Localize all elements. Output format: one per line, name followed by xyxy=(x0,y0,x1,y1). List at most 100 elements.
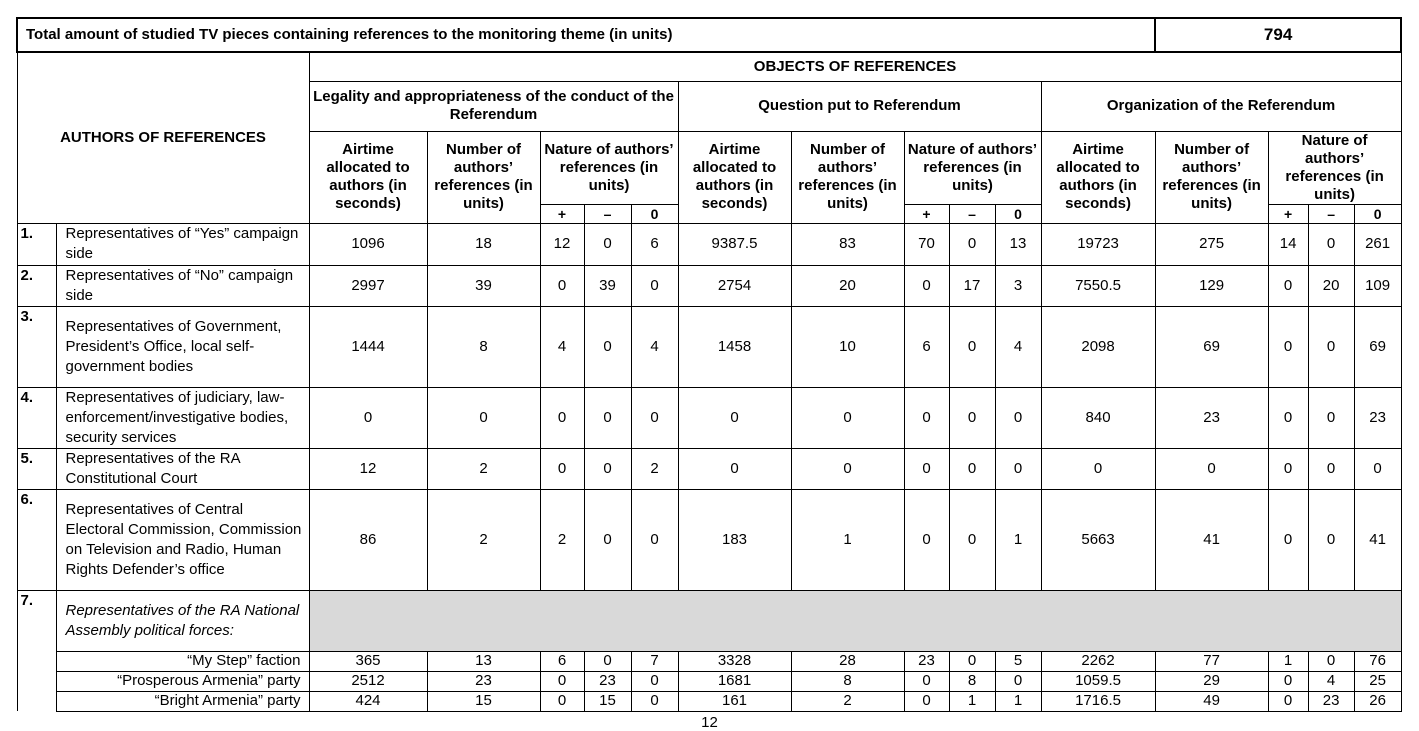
cell-value: 41 xyxy=(1154,488,1269,591)
cell-value: 0 xyxy=(790,447,905,490)
cell-value: 0 xyxy=(1154,447,1269,490)
column-header: Airtime allocated to authors (in seconds… xyxy=(308,130,428,224)
cell-value: 0 xyxy=(1267,488,1309,591)
sub-row: “Prosperous Armenia” party 2512 23 0 23 0 1681… xyxy=(17,670,1402,692)
cell-value: 1 xyxy=(994,690,1042,712)
group-header: Question put to Referendum xyxy=(677,80,1042,132)
cell-value: 26 xyxy=(1353,690,1402,712)
cell-value: 0 xyxy=(539,386,585,449)
author: Representatives of the RA National Assem… xyxy=(55,589,310,652)
cell-value: 0 xyxy=(630,670,679,692)
cell-value: 840 xyxy=(1040,386,1156,449)
group-row: Legality and appropriateness of the cond… xyxy=(17,80,1402,132)
cell-value: 23 xyxy=(1307,690,1355,712)
cell-value: 86 xyxy=(308,488,428,591)
cell-value: 0 xyxy=(1307,386,1355,449)
cell-value: 8 xyxy=(426,305,541,388)
column-header: Airtime allocated to authors (in seconds… xyxy=(677,130,792,224)
cell-value: 5663 xyxy=(1040,488,1156,591)
row-number: 5. xyxy=(16,447,57,490)
cell-value: 275 xyxy=(1154,222,1269,266)
report-table: Total amount of studied TV pieces contai… xyxy=(15,17,1403,712)
cell-value: 0 xyxy=(630,690,679,712)
cell-value: 0 xyxy=(1307,305,1355,388)
cell-value: 0 xyxy=(539,690,585,712)
cell-value: 23 xyxy=(1154,386,1269,449)
objects-header: OBJECTS OF REFERENCES xyxy=(308,51,1402,82)
cell-value: 0 xyxy=(630,264,679,307)
cell-value: 2 xyxy=(426,447,541,490)
cell-value: 0 xyxy=(1353,447,1402,490)
sign-header: + xyxy=(1267,203,1309,224)
cell-value: 49 xyxy=(1154,690,1269,712)
cell-value: 10 xyxy=(790,305,905,388)
row-number: 3. xyxy=(16,305,57,388)
cell-value: 0 xyxy=(539,670,585,692)
cell-value: 2512 xyxy=(308,670,428,692)
cell-value: 0 xyxy=(903,447,950,490)
cell-value: 1 xyxy=(994,488,1042,591)
cell-value: 0 xyxy=(903,488,950,591)
sign-header: 0 xyxy=(630,203,679,224)
cell-value: 424 xyxy=(308,690,428,712)
cell-value: 0 xyxy=(903,670,950,692)
sign-header: + xyxy=(903,203,950,224)
cell-value: 12 xyxy=(539,222,585,266)
cell-value: 1096 xyxy=(308,222,428,266)
cell-value: 6 xyxy=(630,222,679,266)
cell-value: 2 xyxy=(790,690,905,712)
cell-value: 1 xyxy=(790,488,905,591)
author: “Bright Armenia” party xyxy=(55,690,310,712)
cell-value: 2262 xyxy=(1040,650,1156,672)
row-number: 1. xyxy=(16,222,57,266)
cell-value: 28 xyxy=(790,650,905,672)
cell-value: 0 xyxy=(1267,264,1309,307)
cell-value: 7550.5 xyxy=(1040,264,1156,307)
cell-value: 261 xyxy=(1353,222,1402,266)
cell-value: 4 xyxy=(994,305,1042,388)
sub-row: “My Step” faction 365 13 6 0 7 3328 28 23 0 5 2262 7… xyxy=(17,650,1402,672)
cell-value: 0 xyxy=(903,264,950,307)
sign-header: – xyxy=(583,203,632,224)
column-header: Nature of authors’ references (in units) xyxy=(539,130,679,204)
table: Total amount of studied TV pieces contai… xyxy=(15,17,1403,712)
cell-value: 0 xyxy=(677,447,792,490)
cell-value: 0 xyxy=(1267,690,1309,712)
row-number: 6. xyxy=(16,488,57,591)
cell-value: 1 xyxy=(948,690,996,712)
cell-value: 0 xyxy=(583,386,632,449)
cell-value: 8 xyxy=(790,670,905,692)
cell-value: 0 xyxy=(948,386,996,449)
author: “My Step” faction xyxy=(55,650,310,672)
cell-value: 23 xyxy=(426,670,541,692)
cell-value: 15 xyxy=(426,690,541,712)
cell-value: 0 xyxy=(948,447,996,490)
column-header: Nature of authors’ references (in units) xyxy=(903,130,1042,204)
cell-value: 23 xyxy=(1353,386,1402,449)
cell-value: 2 xyxy=(426,488,541,591)
cell-value: 0 xyxy=(1040,447,1156,490)
cell-value: 1444 xyxy=(308,305,428,388)
author: Representatives of “No” campaign side xyxy=(55,264,310,307)
cell-value: 365 xyxy=(308,650,428,672)
data-row: 4. Representatives of judiciary, law-enfo… xyxy=(16,386,1402,449)
row-number: 7. xyxy=(16,589,57,711)
sign-row: + –0 + –0 + –0 xyxy=(17,203,1402,224)
author: Representatives of “Yes” campaign side xyxy=(55,222,310,266)
cell-value: 19723 xyxy=(1040,222,1156,266)
group-header: Legality and appropriateness of the cond… xyxy=(308,80,679,132)
sub-row: “Bright Armenia” party 424 15 0 15 0 161 2 0 1 1 17… xyxy=(17,690,1402,712)
sign-header: – xyxy=(1307,203,1355,224)
cell-value: 1 xyxy=(1267,650,1309,672)
column-row: Airtime allocated to authors (in seconds… xyxy=(17,130,1402,224)
cell-value: 161 xyxy=(677,690,792,712)
cell-value: 2098 xyxy=(1040,305,1156,388)
cell-value: 0 xyxy=(630,386,679,449)
cell-value: 2754 xyxy=(677,264,792,307)
cell-value: 83 xyxy=(790,222,905,266)
cell-value: 1681 xyxy=(677,670,792,692)
cell-value: 25 xyxy=(1353,670,1402,692)
cell-value: 4 xyxy=(1307,670,1355,692)
cell-value: 20 xyxy=(790,264,905,307)
cell-value: 0 xyxy=(903,690,950,712)
